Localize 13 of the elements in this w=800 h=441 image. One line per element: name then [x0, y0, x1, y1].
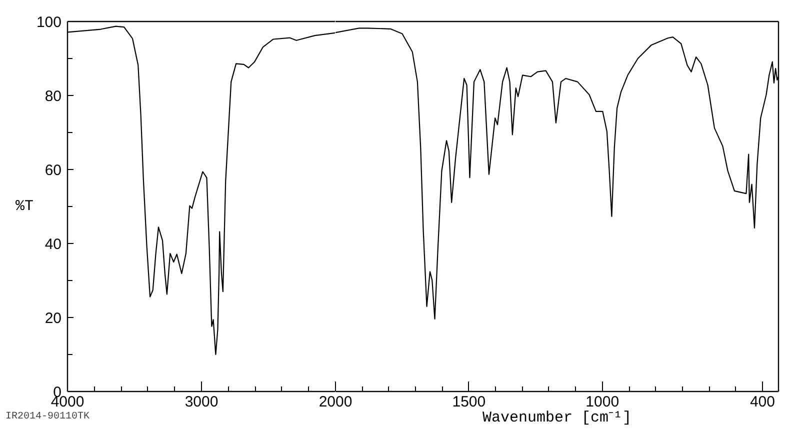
y-tick-label: 20 — [44, 310, 62, 327]
x-axis-title: Wavenumber [cm⁻¹] — [482, 410, 632, 426]
y-tick-label: 60 — [44, 162, 62, 179]
x-tick-label: 1000 — [586, 394, 620, 410]
x-tick-label: 1500 — [452, 394, 486, 410]
text: IR2014-90110TK — [6, 412, 90, 422]
y-tick-label: 100 — [36, 14, 62, 31]
y-axis-title: %T — [15, 198, 34, 215]
y-tick-label: 80 — [44, 88, 62, 105]
x-tick-label: 400 — [750, 394, 776, 410]
x-tick-label: 3000 — [184, 394, 218, 410]
y-tick-label: 40 — [44, 236, 62, 253]
x-tick-label: 2000 — [318, 394, 352, 410]
